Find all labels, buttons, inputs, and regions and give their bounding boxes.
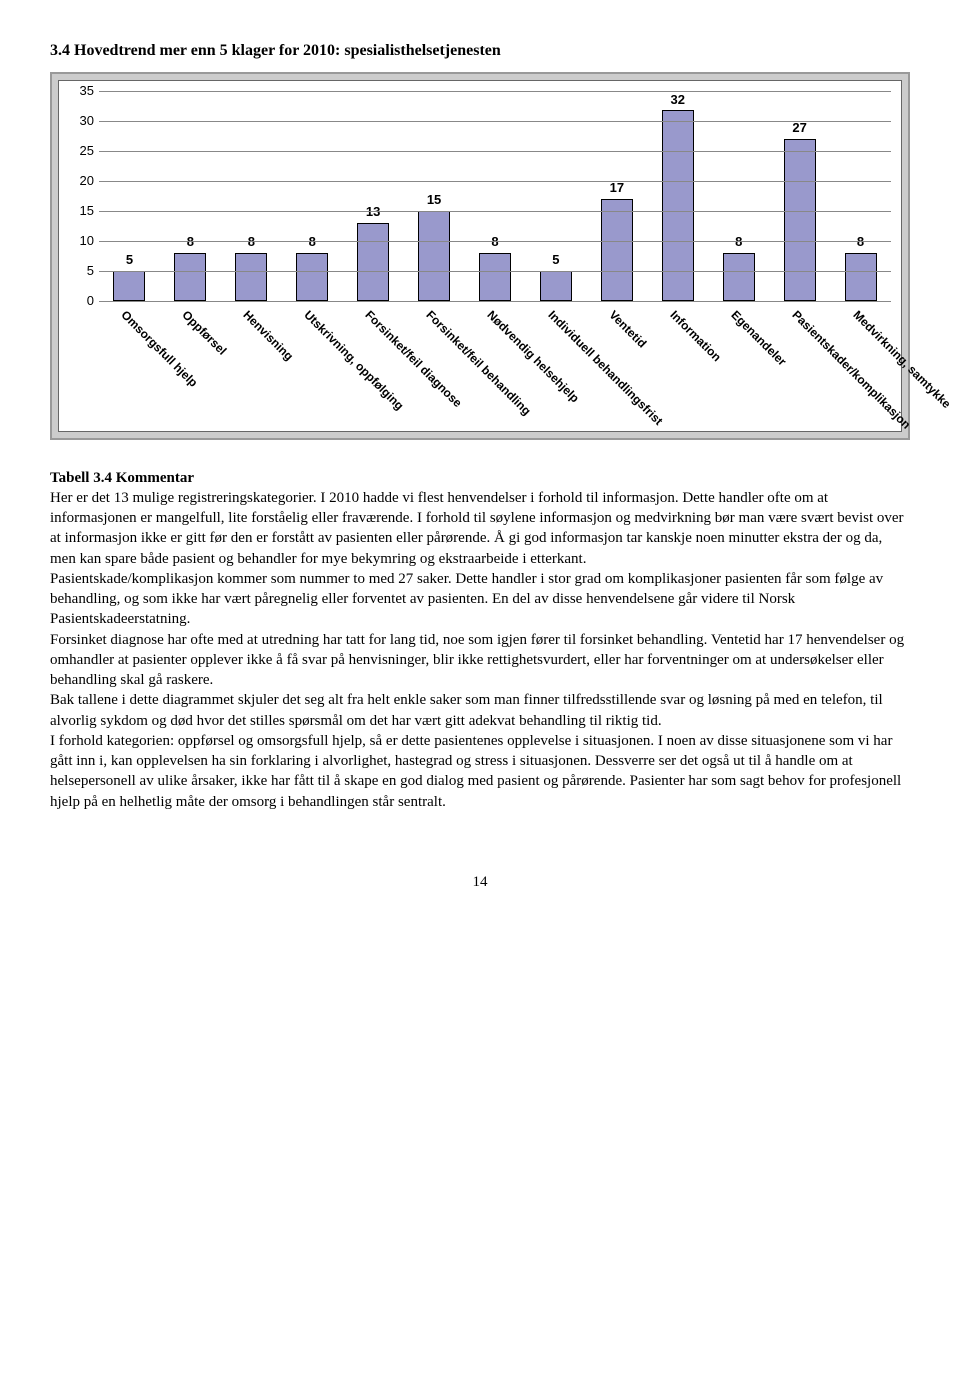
bar-column: 8	[465, 91, 526, 301]
bar-column: 32	[647, 91, 708, 301]
bar-column: 8	[221, 91, 282, 301]
y-tick-label: 5	[69, 262, 94, 280]
bar	[662, 110, 694, 300]
comment-paragraph: Pasientskade/komplikasjon kommer som num…	[50, 569, 910, 630]
bar	[540, 271, 572, 301]
chart-container: 5 8 8 8 13 15 8 5 17 32 8 27 8 0 5 10 15 20 25 30 35 Omsorg…	[50, 72, 910, 440]
bar	[845, 253, 877, 301]
bar-value-label: 8	[187, 233, 194, 251]
bar-column: 27	[769, 91, 830, 301]
x-tick-label: Forsinket/feil behandling	[404, 303, 465, 423]
bar-value-label: 17	[610, 179, 624, 197]
bar	[601, 199, 633, 301]
bar-value-label: 5	[126, 251, 133, 269]
bar-value-label: 8	[491, 233, 498, 251]
grid-line	[99, 91, 891, 92]
x-tick-label: Egenandeler	[708, 303, 769, 423]
x-tick-label: Medvirkning, samtykke	[830, 303, 891, 423]
x-tick-label: Utskrivning, oppfølging	[282, 303, 343, 423]
bar-value-label: 32	[671, 91, 685, 109]
plot-area: 588813158517328278 05101520253035	[99, 91, 891, 302]
grid-line	[99, 181, 891, 182]
comment-heading: Tabell 3.4 Kommentar	[50, 468, 910, 488]
bar-column: 15	[404, 91, 465, 301]
chart-x-labels: Omsorgsfull hjelpOppførselHenvisningUtsk…	[99, 303, 891, 423]
section-title: 3.4 Hovedtrend mer enn 5 klager for 2010…	[50, 40, 910, 62]
grid-line	[99, 241, 891, 242]
bar-column: 5	[525, 91, 586, 301]
bar-column: 13	[343, 91, 404, 301]
bar-value-label: 8	[309, 233, 316, 251]
bar-value-label: 15	[427, 191, 441, 209]
x-tick-label: Pasientskader/komplikasjon	[769, 303, 830, 423]
y-tick-label: 35	[69, 82, 94, 100]
x-tick-label: Oppførsel	[160, 303, 221, 423]
bar-value-label: 8	[735, 233, 742, 251]
bar	[418, 211, 450, 301]
x-tick-label: Information	[647, 303, 708, 423]
comment-paragraph: I forhold kategorien: oppførsel og omsor…	[50, 731, 910, 812]
grid-line	[99, 121, 891, 122]
y-tick-label: 0	[69, 292, 94, 310]
bar-value-label: 5	[552, 251, 559, 269]
bar	[296, 253, 328, 301]
bar-column: 17	[586, 91, 647, 301]
bar	[784, 139, 816, 301]
bar	[113, 271, 145, 301]
grid-line	[99, 151, 891, 152]
x-tick-label: Omsorgsfull hjelp	[99, 303, 160, 423]
y-tick-label: 20	[69, 172, 94, 190]
y-tick-label: 30	[69, 112, 94, 130]
y-tick-label: 15	[69, 202, 94, 220]
bar	[235, 253, 267, 301]
y-tick-label: 10	[69, 232, 94, 250]
comment-paragraph: Forsinket diagnose har ofte med at utred…	[50, 630, 910, 691]
x-tick-label: Nødvendig helsehjelp	[465, 303, 526, 423]
grid-line	[99, 211, 891, 212]
bar-value-label: 13	[366, 203, 380, 221]
comment-body: Her er det 13 mulige registreringskatego…	[50, 488, 910, 812]
bar-column: 8	[160, 91, 221, 301]
chart-bars: 5 8 8 8 13 15 8 5 17 32 8 27 8	[99, 91, 891, 301]
bar	[723, 253, 755, 301]
x-tick-label: Ventetid	[586, 303, 647, 423]
bar-column: 8	[830, 91, 891, 301]
comment-paragraph: Bak tallene i dette diagrammet skjuler d…	[50, 690, 910, 731]
bar-column: 8	[708, 91, 769, 301]
page-number: 14	[50, 872, 910, 892]
bar-value-label: 8	[857, 233, 864, 251]
bar-column: 8	[282, 91, 343, 301]
grid-line	[99, 271, 891, 272]
x-tick-label: Henvisning	[221, 303, 282, 423]
x-tick-label: Individuell behandlingsfrist	[525, 303, 586, 423]
y-tick-label: 25	[69, 142, 94, 160]
comment-paragraph: Her er det 13 mulige registreringskatego…	[50, 488, 910, 569]
chart-plot: 5 8 8 8 13 15 8 5 17 32 8 27 8 0 5 10 15 20 25 30 35 Omsorg…	[58, 80, 902, 432]
bar-value-label: 8	[248, 233, 255, 251]
bar	[174, 253, 206, 301]
bar-column: 5	[99, 91, 160, 301]
x-tick-label: Forsinket/feil diagnose	[343, 303, 404, 423]
bar-value-label: 27	[792, 119, 806, 137]
bar	[479, 253, 511, 301]
bar	[357, 223, 389, 301]
